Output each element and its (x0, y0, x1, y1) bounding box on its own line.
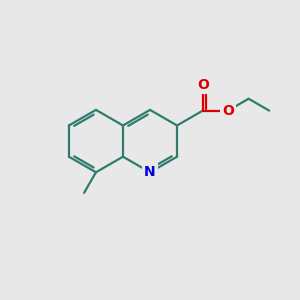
Text: O: O (222, 103, 234, 118)
Text: N: N (144, 165, 156, 179)
Text: O: O (197, 78, 209, 92)
